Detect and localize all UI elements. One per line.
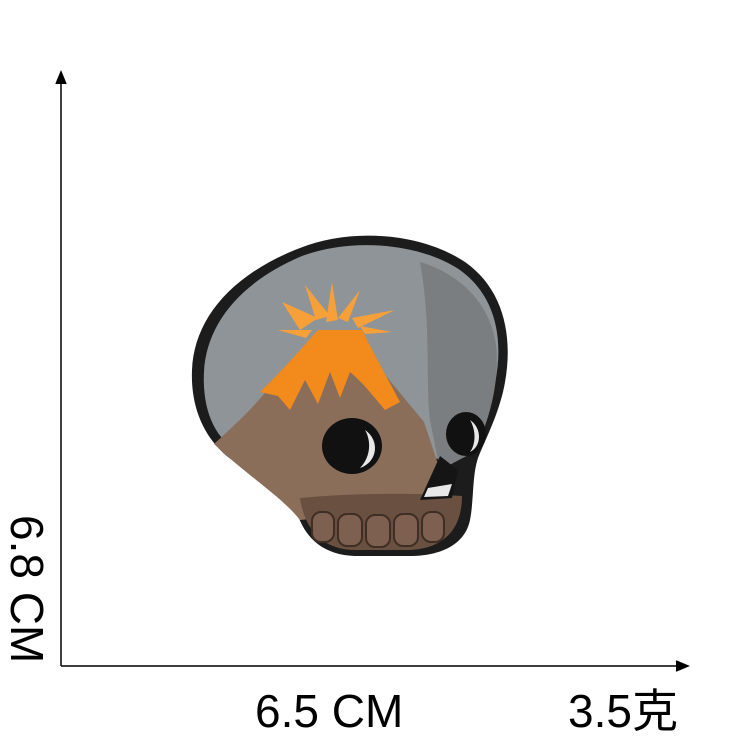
right-eye-highlight xyxy=(470,420,479,452)
nose-highlight xyxy=(424,484,452,497)
right-eye-socket xyxy=(446,412,486,456)
width-dimension-label: 6.5 CM xyxy=(255,685,404,737)
dimension-axes xyxy=(55,70,690,672)
eruption xyxy=(278,282,395,338)
teeth xyxy=(311,511,445,548)
skull-volcano-patch xyxy=(191,235,508,556)
height-dimension-label: 6.8 CM xyxy=(1,515,53,664)
weight-label: 3.5克 xyxy=(568,685,678,737)
lava-flow xyxy=(260,330,400,410)
right-arrow-icon xyxy=(675,660,690,672)
up-arrow-icon xyxy=(55,70,67,85)
left-eye-highlight xyxy=(360,430,376,468)
